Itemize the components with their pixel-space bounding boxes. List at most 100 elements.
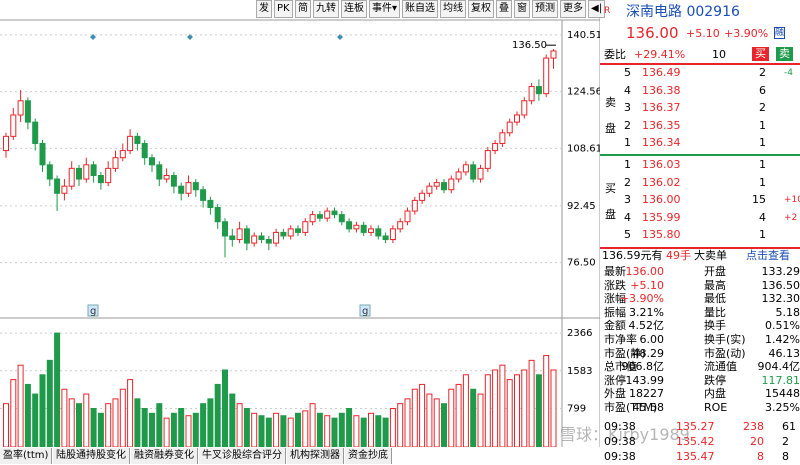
- tab[interactable]: 资金抄底: [345, 448, 392, 464]
- candle-body: [419, 192, 426, 201]
- stat-value: 906.8亿: [621, 360, 665, 374]
- candle-body: [119, 150, 126, 159]
- volume-bar: [433, 398, 440, 447]
- stat-label: 换手(实): [704, 333, 746, 346]
- book-volume: 15: [752, 193, 766, 206]
- tab[interactable]: 融资融券变化: [131, 448, 198, 464]
- tab[interactable]: 机构探测器: [287, 448, 344, 464]
- toolbar-button[interactable]: 复权: [468, 0, 494, 18]
- candle-body: [295, 228, 301, 233]
- trade-price: 135.27: [676, 420, 715, 433]
- stat-label: ROE: [704, 401, 728, 414]
- marker-box: [87, 304, 99, 317]
- book-price: 136.38: [642, 83, 681, 97]
- toolbar-button[interactable]: 叠: [496, 0, 512, 18]
- stat-label: 市净率: [604, 333, 637, 346]
- volume-bar: [455, 383, 462, 447]
- volume-bar: [382, 417, 389, 447]
- volume-bar: [134, 398, 141, 447]
- volume-bar: [149, 412, 155, 447]
- ratio: +29.41%: [634, 48, 686, 61]
- level: 3: [624, 193, 631, 206]
- toolbar-button[interactable]: 简: [295, 0, 311, 18]
- candle-body: [426, 185, 433, 194]
- candle-body: [455, 171, 462, 180]
- level: 2: [624, 175, 631, 189]
- toolbar-button[interactable]: 连板: [341, 0, 367, 18]
- toolbar-button[interactable]: 均线: [440, 0, 466, 18]
- stat-value: 46.13: [768, 346, 800, 360]
- candle-body: [17, 100, 24, 116]
- stat-label: 涨跌: [604, 278, 626, 292]
- candle-body: [302, 221, 309, 233]
- candle-body: [68, 167, 75, 187]
- toolbar-button[interactable]: ◀|: [588, 0, 606, 18]
- toolbar-button[interactable]: 预测: [532, 0, 558, 18]
- candle-body: [178, 185, 185, 194]
- toolbar-button[interactable]: 更多: [560, 0, 586, 18]
- stat-value: 132.30: [761, 292, 800, 306]
- trade-time: 09:38: [604, 450, 636, 463]
- separator: [600, 247, 800, 249]
- volume-bar: [419, 383, 426, 447]
- volume-bar: [316, 412, 323, 447]
- volume-bar: [528, 359, 535, 447]
- stat-value: 136.50: [761, 278, 800, 292]
- watermark: 雪球：Kirby1989: [560, 425, 690, 444]
- toolbar-button[interactable]: PK: [274, 0, 293, 18]
- volume-bar: [90, 407, 97, 447]
- candle-body: [185, 182, 192, 194]
- level: 4: [624, 83, 631, 97]
- toolbar-button[interactable]: 发: [256, 0, 272, 18]
- trade-count: 8: [782, 450, 789, 463]
- volume-bar: [229, 393, 236, 447]
- volume-bar: [338, 412, 345, 447]
- tab[interactable]: 盈率(ttm): [0, 448, 53, 464]
- candle-body: [411, 199, 418, 212]
- volume-bar: [119, 388, 126, 447]
- buy-label: 买盘: [605, 182, 616, 221]
- tab[interactable]: 牛叉诊股综合评分: [199, 448, 286, 464]
- stat-value: 4.52亿: [628, 319, 665, 333]
- candle-body: [207, 199, 214, 209]
- toolbar-button[interactable]: 账自选: [402, 0, 438, 18]
- candle-body: [338, 214, 345, 223]
- candle-body: [105, 167, 112, 184]
- volume-bar: [46, 359, 53, 447]
- candle-body: [127, 135, 134, 152]
- stat-value: 0.51%: [765, 319, 800, 333]
- stat-value: 904.4亿: [757, 360, 800, 374]
- candle-body: [273, 231, 280, 244]
- stat-value: 45.58: [632, 401, 665, 414]
- stat-label: 最低: [704, 292, 726, 306]
- volume-bar: [105, 403, 112, 447]
- big-order[interactable]: 点击查看: [746, 249, 790, 262]
- candle-body: [163, 174, 170, 180]
- candle-body: [462, 164, 469, 173]
- level: 1: [624, 136, 631, 149]
- stat-label: 最高: [704, 278, 726, 292]
- badge: 融: [774, 27, 786, 39]
- volume-bar: [61, 388, 68, 447]
- candle-body: [236, 228, 243, 241]
- stat-value: 133.29: [761, 265, 800, 278]
- toolbar-button[interactable]: 窗: [514, 0, 530, 18]
- volume-bar: [309, 403, 316, 447]
- stat-label: 换手: [704, 319, 726, 333]
- volume-bar: [127, 379, 134, 447]
- tab[interactable]: 陆股通持股变化: [53, 448, 130, 464]
- stat-label: 量比: [704, 305, 726, 319]
- candle-body: [280, 231, 287, 237]
- buy-button[interactable]: 买: [752, 47, 769, 61]
- candle-body: [170, 174, 177, 187]
- volume-bar: [178, 407, 185, 447]
- volume-bar: [76, 403, 82, 447]
- book-volume: 6: [759, 83, 766, 97]
- stat-value: 136.00: [625, 265, 665, 278]
- ratio-label: 委比: [604, 48, 626, 61]
- toolbar-button[interactable]: 事件▾: [369, 0, 401, 18]
- candle-body: [492, 142, 499, 152]
- toolbar-button[interactable]: 九转: [313, 0, 339, 18]
- sell-button[interactable]: 卖: [776, 47, 793, 61]
- candle-body: [521, 100, 528, 116]
